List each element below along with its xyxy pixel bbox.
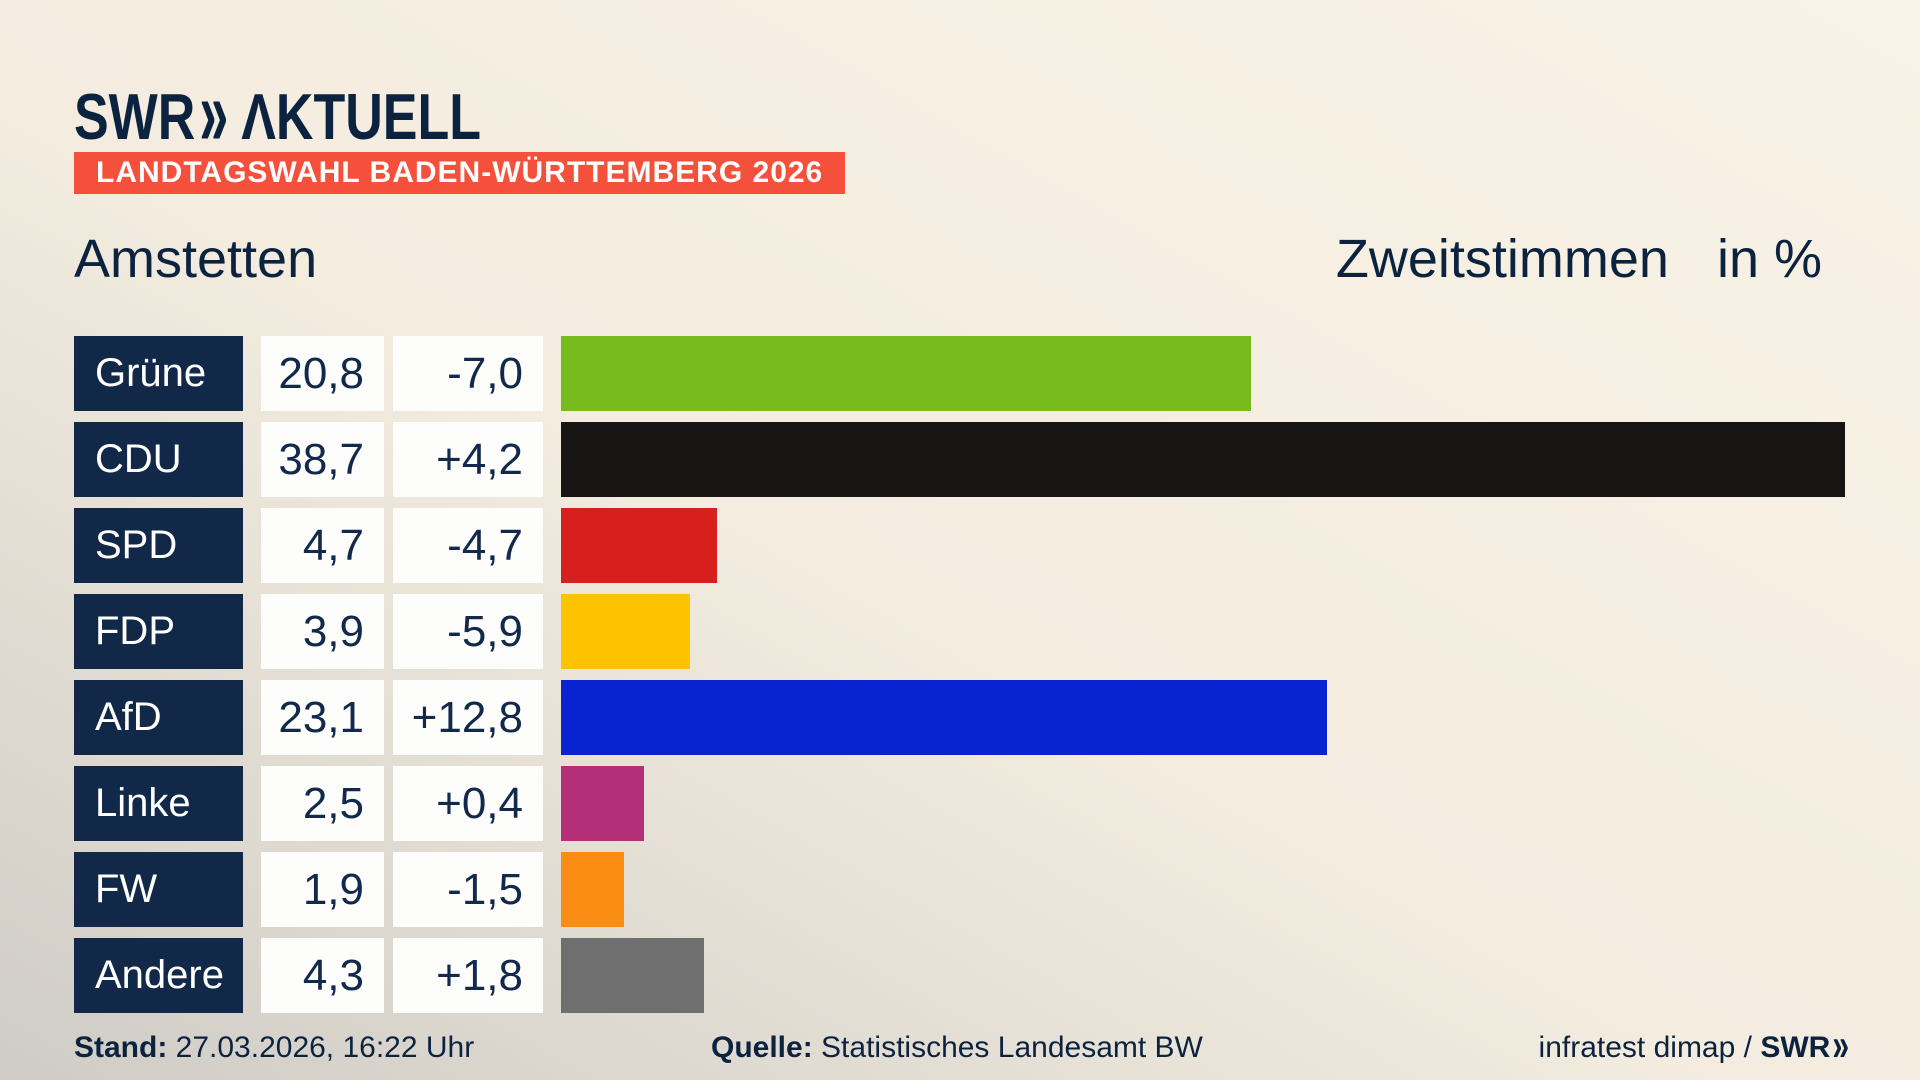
result-bar-afd [561, 680, 1328, 755]
swr-logo-product: ΛKTUELL [241, 81, 482, 154]
agency-credit: infratest dimap / SWR» [1538, 1021, 1849, 1071]
party-label: FDP [74, 594, 243, 669]
vote-type-title: Zweitstimmen in % [1336, 228, 1822, 290]
result-row-afd: AfD 23,1 +12,8 [0, 680, 1920, 755]
swr-small-chevrons-icon: » [1832, 1020, 1849, 1071]
result-row-cdu: CDU 38,7 +4,2 [0, 422, 1920, 497]
party-label: Andere [74, 938, 243, 1013]
party-label: SPD [74, 508, 243, 583]
percent-value: 4,3 [261, 938, 384, 1013]
quelle-value: Statistisches Landesamt BW [812, 1031, 1203, 1064]
result-bar-spd [561, 508, 717, 583]
result-row-spd: SPD 4,7 -4,7 [0, 508, 1920, 583]
change-value: +12,8 [393, 680, 543, 755]
source-credit: Quelle: Statistisches Landesamt BW [711, 1031, 1203, 1065]
swr-chevrons-icon: » [199, 61, 228, 167]
percent-value: 23,1 [261, 680, 384, 755]
title-row: Amstetten Zweitstimmen in % [74, 228, 1822, 294]
change-value: -4,7 [393, 508, 543, 583]
quelle-label: Quelle: [711, 1031, 813, 1064]
change-value: +4,2 [393, 422, 543, 497]
result-bar-fw [561, 852, 624, 927]
stand-value: 27.03.2026, 16:22 Uhr [167, 1031, 475, 1064]
result-row-fdp: FDP 3,9 -5,9 [0, 594, 1920, 669]
result-bar-linke [561, 766, 644, 841]
stand-label: Stand: [74, 1031, 168, 1064]
result-row-fw: FW 1,9 -1,5 [0, 852, 1920, 927]
election-banner: LANDTAGSWAHL BADEN-WÜRTTEMBERG 2026 [74, 152, 846, 194]
change-value: +1,8 [393, 938, 543, 1013]
change-value: -7,0 [393, 336, 543, 411]
swr-small-brand: SWR [1760, 1031, 1831, 1064]
swr-aktuell-logo: SWR» ΛKTUELL [74, 62, 482, 167]
party-label: CDU [74, 422, 243, 497]
result-row-gruene: Grüne 20,8 -7,0 [0, 336, 1920, 411]
party-label: FW [74, 852, 243, 927]
party-label: AfD [74, 680, 243, 755]
party-label: Grüne [74, 336, 243, 411]
result-bar-andere [561, 938, 704, 1013]
change-value: +0,4 [393, 766, 543, 841]
percent-value: 20,8 [261, 336, 384, 411]
municipality-title: Amstetten [74, 229, 318, 289]
result-bar-fdp [561, 594, 691, 669]
unit-label: in % [1716, 229, 1822, 289]
status-timestamp: Stand: 27.03.2026, 16:22 Uhr [74, 1031, 474, 1065]
result-row-linke: Linke 2,5 +0,4 [0, 766, 1920, 841]
percent-value: 38,7 [261, 422, 384, 497]
vote-type-label: Zweitstimmen [1335, 229, 1669, 289]
agency-name: infratest dimap / [1538, 1031, 1761, 1064]
result-bar-cdu [561, 422, 1845, 497]
percent-value: 4,7 [261, 508, 384, 583]
swr-logo-brand: SWR [74, 81, 196, 154]
party-label: Linke [74, 766, 243, 841]
result-bar-gruene [561, 336, 1252, 411]
change-value: -1,5 [393, 852, 543, 927]
results-bar-chart: Grüne 20,8 -7,0 CDU 38,7 +4,2 SPD 4,7 -4,7 FDP 3,9… [0, 336, 1920, 1013]
change-value: -5,9 [393, 594, 543, 669]
result-row-andere: Andere 4,3 +1,8 [0, 938, 1920, 1013]
percent-value: 3,9 [261, 594, 384, 669]
percent-value: 1,9 [261, 852, 384, 927]
swr-logo-small: SWR» [1760, 1021, 1849, 1071]
percent-value: 2,5 [261, 766, 384, 841]
